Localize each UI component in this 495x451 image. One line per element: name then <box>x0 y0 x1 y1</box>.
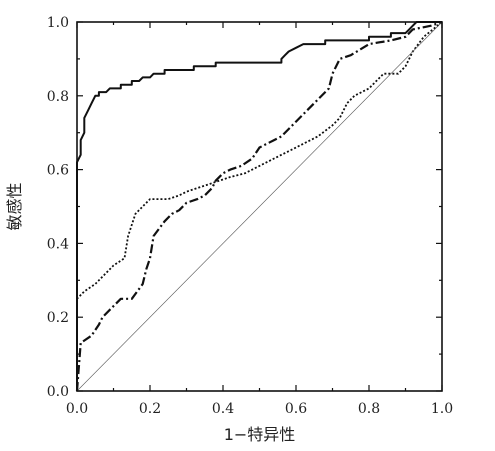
x-tick-label: 0.0 <box>66 401 88 417</box>
y-axis-label: 敏感性 <box>5 182 24 230</box>
series-layer <box>75 20 443 392</box>
y-tick-label: 0.2 <box>47 310 69 326</box>
x-axis-label: 1−特异性 <box>224 425 296 444</box>
x-tick-label: 0.8 <box>358 401 380 417</box>
roc-series-solid <box>76 21 442 391</box>
x-tick-label: 1.0 <box>431 401 453 417</box>
roc-series-dashdot <box>75 20 443 392</box>
y-tick-label: 0.8 <box>47 89 69 105</box>
y-tick-label: 1.0 <box>47 15 69 31</box>
y-tick-label: 0.6 <box>47 163 69 179</box>
x-tick-label: 0.6 <box>285 401 307 417</box>
x-tick-label: 0.4 <box>212 401 234 417</box>
y-tick-label: 0.0 <box>47 384 69 400</box>
roc-series-dotted <box>76 21 443 391</box>
y-tick-label: 0.4 <box>47 236 69 252</box>
ticks-layer: 0.0 0.2 0.4 0.6 0.8 1.0 0.0 0.2 0.4 0.6 0.8 1.0 <box>47 15 453 417</box>
roc-series-thin <box>76 21 443 392</box>
x-tick-label: 0.2 <box>139 401 161 417</box>
